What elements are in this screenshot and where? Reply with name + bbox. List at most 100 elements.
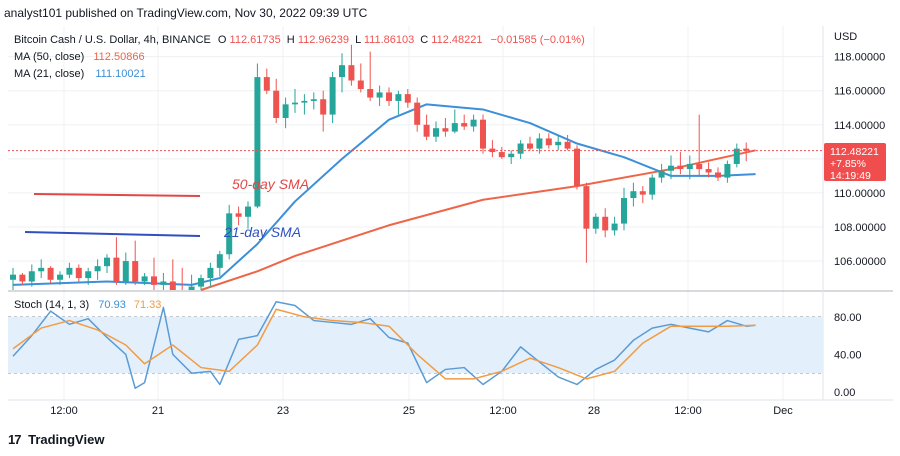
price-tag-value: 112.48221 <box>830 146 879 158</box>
candle-body <box>66 267 73 275</box>
ma50-line <box>200 149 756 291</box>
candle-body <box>376 92 383 98</box>
candle-body <box>611 223 618 231</box>
svg-text:Stoch (14, 1, 3) 70.93: Stoch (14, 1, 3) 70.93 71.33 <box>14 299 161 311</box>
ma50-annotation-line <box>33 193 201 197</box>
stoch-axis[interactable]: 0.00 40.00 80.00 <box>834 312 862 399</box>
candle-body <box>705 169 712 173</box>
candle-body <box>442 128 449 132</box>
candle-body <box>649 177 656 195</box>
legend-change: −0.01585 (−0.01%) <box>491 34 585 46</box>
legend-close-label: C <box>420 34 428 46</box>
stoch-k-line <box>12 301 756 389</box>
candle-body <box>207 267 214 279</box>
candle-body <box>423 124 430 137</box>
time-tick-label: 12:00 <box>50 405 78 417</box>
candle-body <box>602 216 609 231</box>
candle-body <box>188 286 195 290</box>
candle-body <box>254 77 261 207</box>
candle-body <box>235 213 242 217</box>
candle-body <box>198 278 204 287</box>
candle-body <box>85 271 92 279</box>
stoch-d-line <box>12 308 756 380</box>
stoch-d-value: 71.33 <box>134 299 162 311</box>
candle-body <box>226 213 233 255</box>
stoch-tick-label: 0.00 <box>834 387 855 399</box>
symbol-name: Bitcoin Cash / U.S. Dollar, 4h, BINANCE <box>14 34 211 46</box>
candle-body <box>564 141 571 149</box>
svg-text:Bitcoin Cash / U.S. Dollar, 4h: Bitcoin Cash / U.S. Dollar, 4h, BINANCE … <box>14 34 585 46</box>
candle-body <box>658 170 665 178</box>
ma21-annotation: 21-day SMA <box>223 224 301 240</box>
candle-body <box>555 141 562 146</box>
tradingview-footer: 17 TradingView <box>8 430 104 450</box>
candle-body <box>715 172 721 178</box>
candle-body <box>10 274 16 280</box>
price-tick-label: 106.00000 <box>834 256 886 268</box>
time-tick-label: 12:00 <box>674 405 702 417</box>
moving-average-lines <box>12 103 756 291</box>
price-tag-change: +7.85% <box>830 158 866 170</box>
candle-body <box>630 191 637 199</box>
symbol-legend[interactable]: Bitcoin Cash / U.S. Dollar, 4h, BINANCE … <box>14 34 585 80</box>
candle-body <box>113 257 120 282</box>
candle-body <box>621 198 627 224</box>
legend-open-value: 112.61735 <box>230 34 281 46</box>
time-tick-label: 23 <box>277 405 289 417</box>
candle-body <box>75 267 82 279</box>
candle-body <box>320 99 327 115</box>
svg-text:MA (50, close) 112.508: MA (50, close) 112.50866 <box>14 51 145 63</box>
candle-body <box>329 77 336 115</box>
candle-body <box>536 138 543 149</box>
candle-body <box>151 276 157 285</box>
candle-body <box>743 148 750 151</box>
candle-body <box>404 94 411 103</box>
publisher-banner: analyst101 published on TradingView.com,… <box>4 6 368 20</box>
legend-high-label: H <box>287 34 295 46</box>
legend-low-label: L <box>355 34 361 46</box>
price-pane-background <box>8 26 823 290</box>
candle-body <box>28 271 35 282</box>
currency-label: USD <box>834 31 857 43</box>
candle-body <box>310 99 317 101</box>
candle-body <box>639 191 646 195</box>
legend-high-value: 112.96239 <box>298 34 349 46</box>
candle-body <box>282 104 289 118</box>
candle-body <box>301 100 308 103</box>
candle-body <box>668 165 674 171</box>
candle-body <box>216 254 223 268</box>
legend-open-label: O <box>218 34 227 46</box>
candle-body <box>574 148 580 187</box>
time-axis[interactable]: 12:00 21 23 25 12:00 28 12:00 Dec <box>50 405 793 417</box>
candle-body <box>696 163 703 170</box>
candle-body <box>122 261 129 282</box>
time-tick-label: 12:00 <box>489 405 517 417</box>
time-tick-label: 25 <box>403 405 415 417</box>
price-tag-box <box>824 143 886 181</box>
time-tick-label: Dec <box>773 405 793 417</box>
candle-body <box>141 276 148 282</box>
candle-body <box>395 94 402 101</box>
ma50-legend-label: MA (50, close) <box>14 51 84 63</box>
candle-body <box>94 266 101 272</box>
candle-body <box>57 274 63 280</box>
candle-body <box>292 102 298 105</box>
ma21-legend-label: MA (21, close) <box>14 68 84 80</box>
legend-close-value: 112.48221 <box>431 34 482 46</box>
stoch-k-value: 70.93 <box>98 299 126 311</box>
price-tick-label: 118.00000 <box>834 52 885 64</box>
stoch-legend[interactable]: Stoch (14, 1, 3) 70.93 71.33 <box>14 299 161 311</box>
price-tag: 112.48221 +7.85% 14:19:49 <box>824 143 886 182</box>
price-tick-label: 110.00000 <box>834 188 885 200</box>
stoch-tick-label: 80.00 <box>834 312 862 324</box>
candle-body <box>686 163 693 170</box>
tradingview-logo-icon: 17 <box>8 432 22 447</box>
candle-body <box>592 216 599 229</box>
candle-body <box>583 186 590 229</box>
tradingview-brand: TradingView <box>28 432 105 447</box>
candle-body <box>132 261 139 282</box>
candlesticks <box>10 44 750 290</box>
candle-body <box>508 153 515 158</box>
